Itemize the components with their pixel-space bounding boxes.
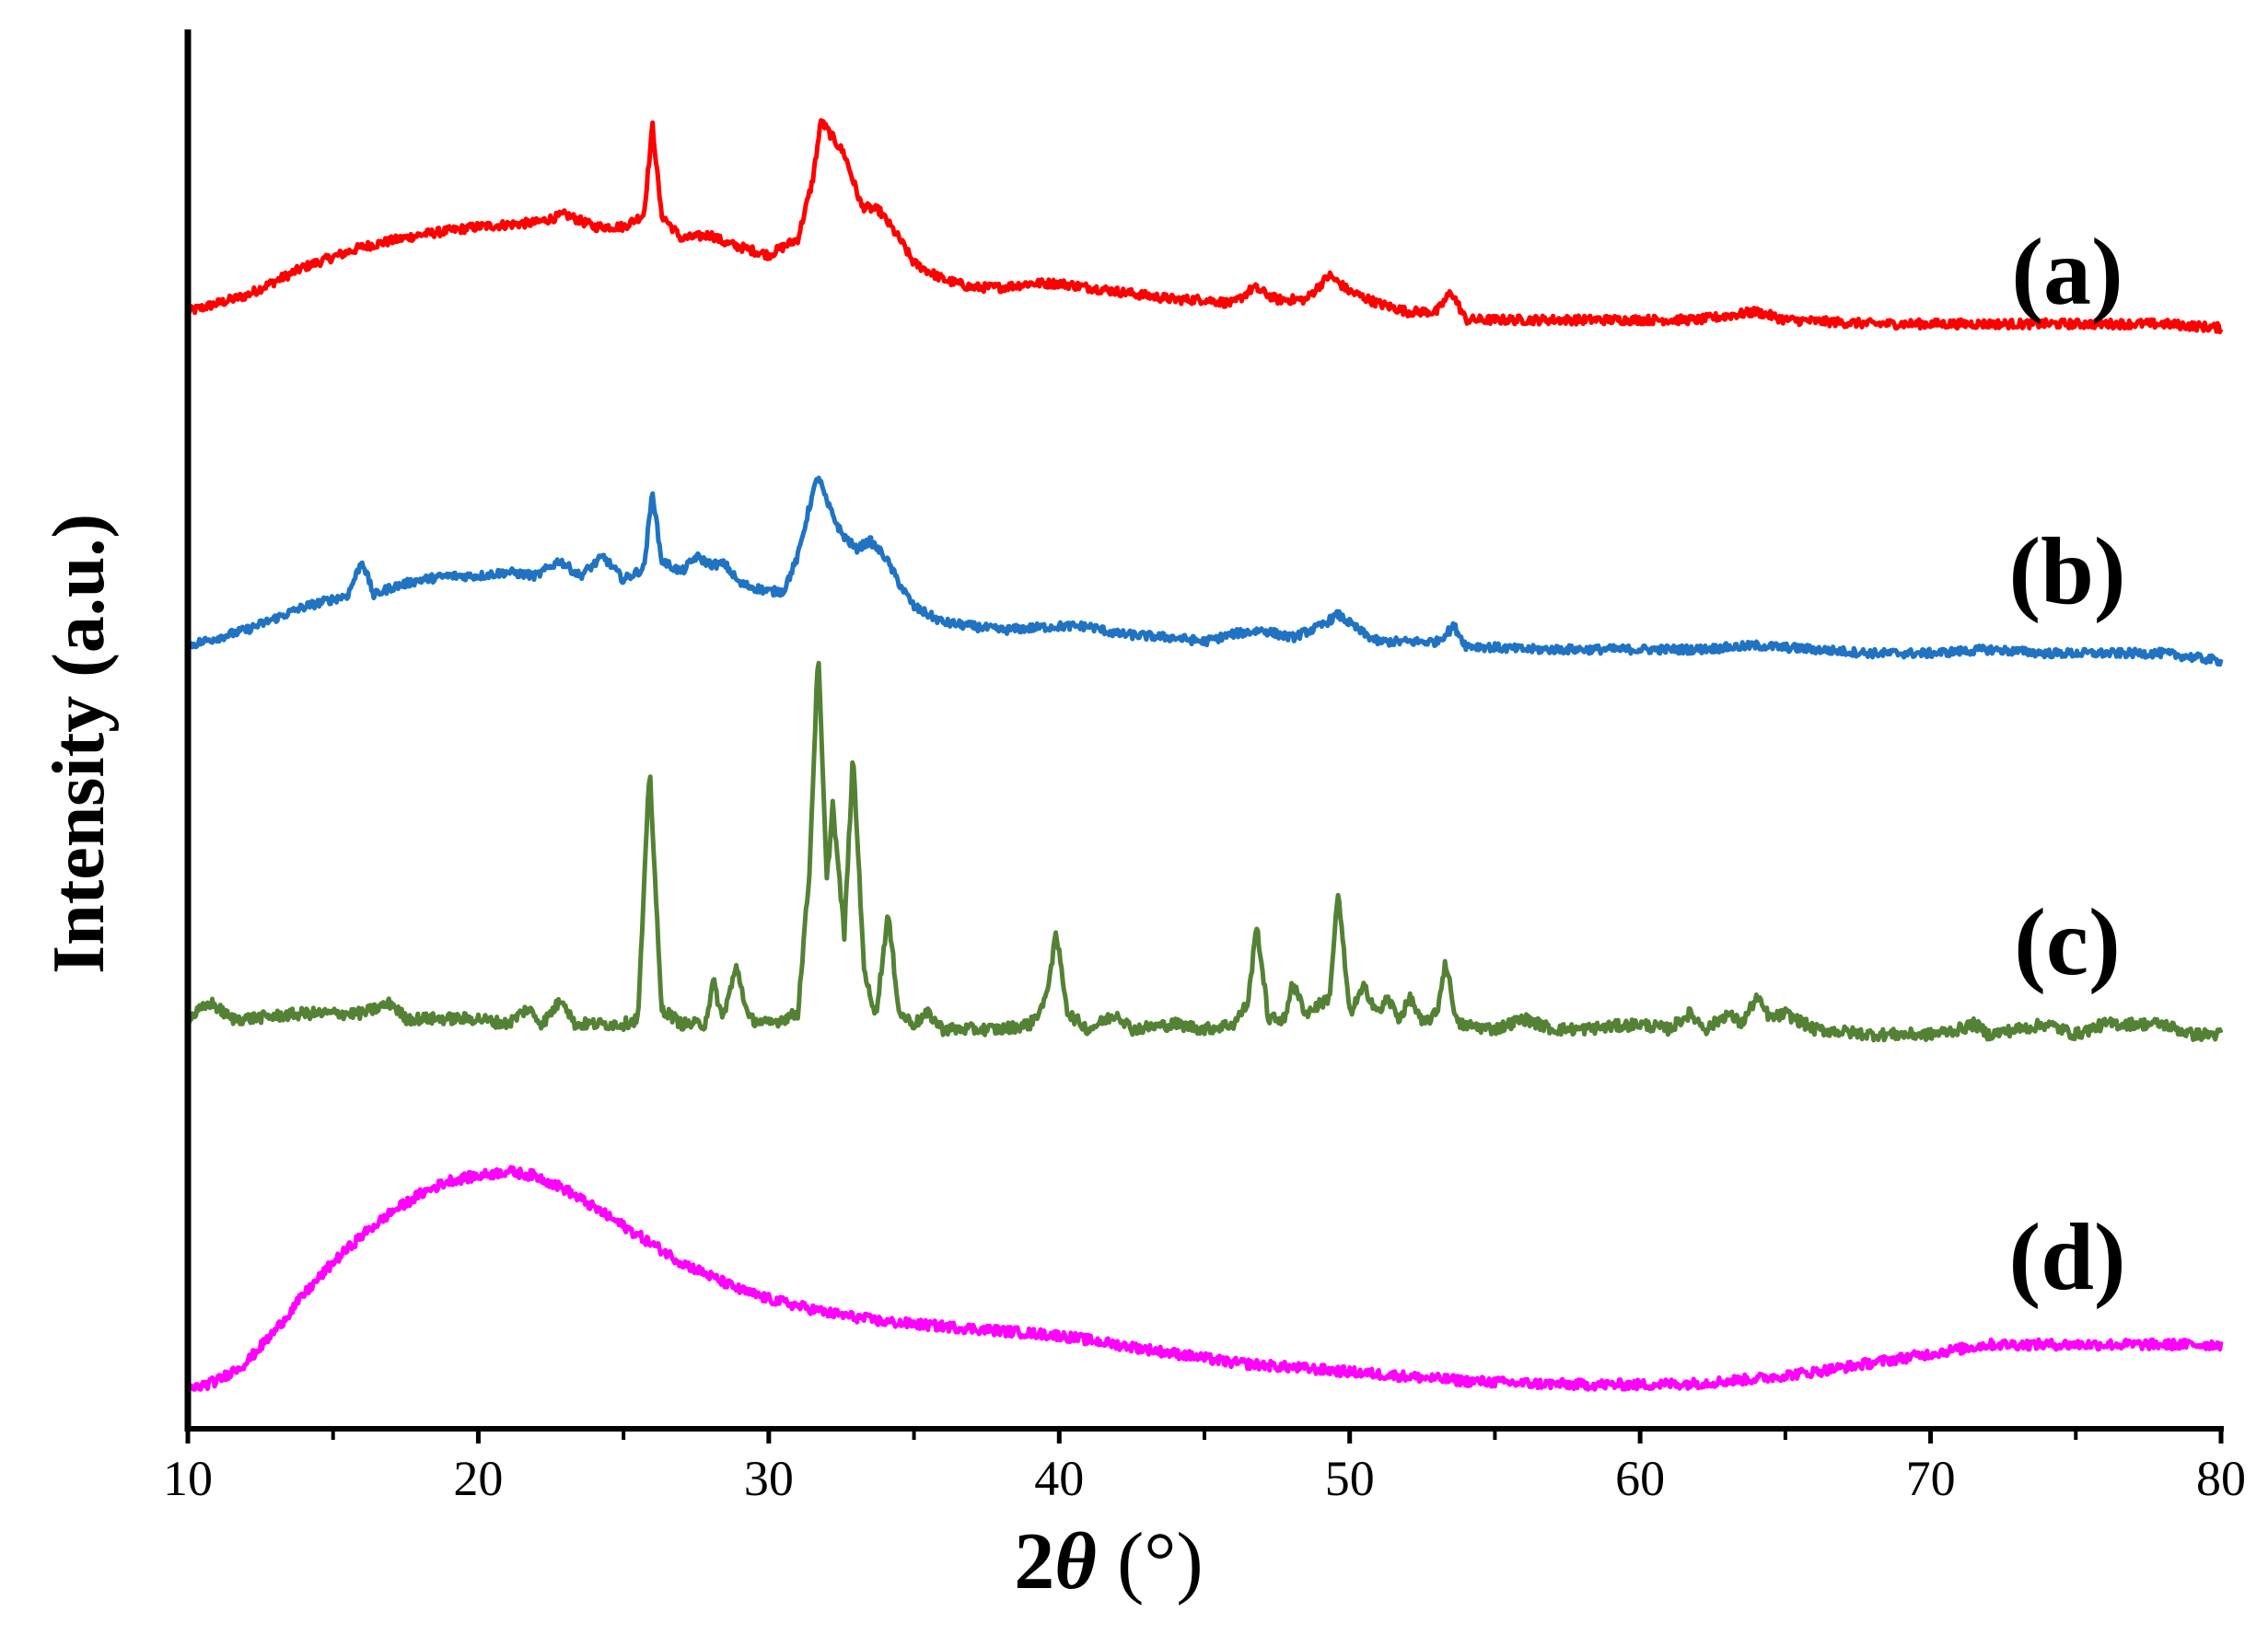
x-tick-label: 60 bbox=[1615, 1451, 1665, 1506]
x-axis-title-prefix: 2 bbox=[1014, 1517, 1054, 1606]
x-axis-title-unit: (°) bbox=[1097, 1517, 1204, 1606]
series-line-a bbox=[185, 118, 2224, 335]
series-layer bbox=[185, 118, 2224, 1393]
y-axis-title: Intensity (a.u.) bbox=[39, 514, 120, 974]
series-label-b: (b) bbox=[2008, 518, 2125, 624]
series-line-d bbox=[185, 1165, 2224, 1393]
x-axis-title: 2θ (°) bbox=[1014, 1517, 1204, 1606]
series-label-layer: (a) (b) (c) (d) bbox=[2008, 219, 2125, 1310]
x-tick-label: 30 bbox=[744, 1451, 794, 1506]
x-tick-label: 50 bbox=[1325, 1451, 1375, 1506]
series-label-a: (a) bbox=[2011, 219, 2123, 325]
series-line-b bbox=[185, 475, 2224, 667]
x-tick-label: 20 bbox=[453, 1451, 503, 1506]
x-tick-layer: 10 20 30 40 50 60 70 80 bbox=[163, 1429, 2246, 1506]
x-tick-label: 10 bbox=[163, 1451, 213, 1506]
series-label-d: (d) bbox=[2008, 1204, 2125, 1310]
series-label-c: (c) bbox=[2014, 889, 2120, 995]
x-tick-label: 80 bbox=[2196, 1451, 2246, 1506]
x-tick-label: 70 bbox=[1906, 1451, 1956, 1506]
plot-area: 10 20 30 40 50 60 70 80 (a) (b) (c) (d) bbox=[163, 29, 2246, 1506]
series-line-c bbox=[186, 660, 2224, 1043]
x-tick-label: 40 bbox=[1034, 1451, 1084, 1506]
x-axis-title-symbol: θ bbox=[1054, 1517, 1097, 1606]
